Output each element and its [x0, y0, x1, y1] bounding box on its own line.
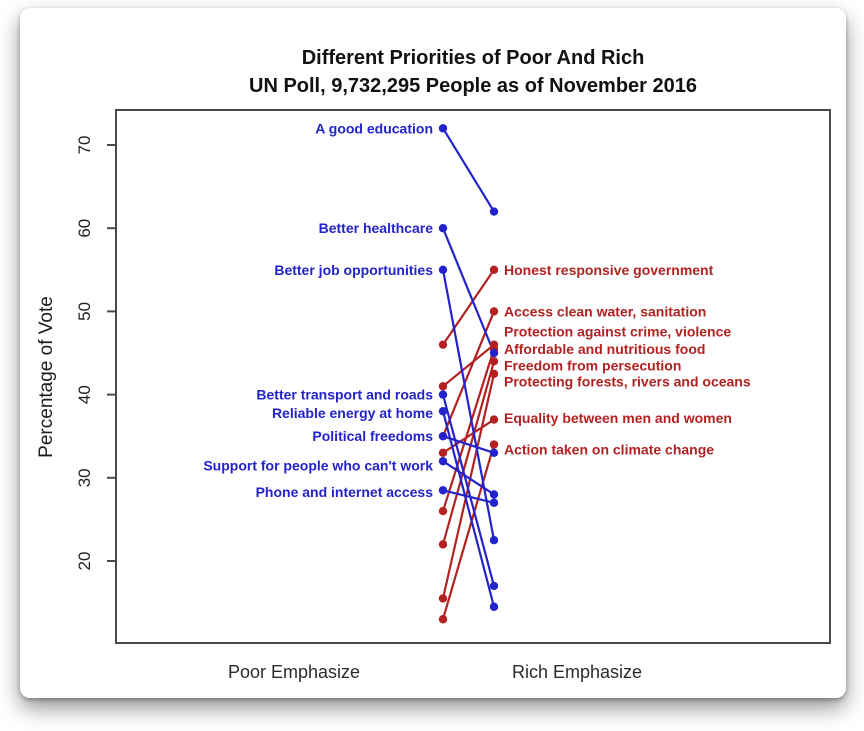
rich-dot — [489, 536, 499, 545]
poor-dot — [438, 432, 448, 441]
series-label: Action taken on climate change — [504, 442, 714, 458]
slope-line — [441, 444, 496, 620]
poor-dot — [438, 456, 448, 466]
series-label: Better transport and roads — [256, 387, 433, 403]
slope-line — [442, 127, 495, 213]
slope-line — [441, 269, 496, 541]
series-label: Better job opportunities — [274, 262, 433, 278]
poor-dot — [438, 124, 448, 133]
slope-line — [442, 460, 495, 496]
rich-dot — [489, 415, 499, 424]
poor-dot — [438, 594, 448, 603]
slope-line — [441, 410, 496, 608]
poor-dot — [438, 448, 448, 458]
y-tick-label: 60 — [75, 219, 94, 238]
poor-dot — [438, 407, 448, 416]
series-label: Protecting forests, rivers and oceans — [504, 373, 751, 389]
chart-title-line2: UN Poll, 9,732,295 People as of November… — [249, 75, 697, 97]
series-label: Honest responsive government — [504, 262, 714, 278]
slope-line — [442, 435, 495, 454]
rich-dot — [489, 581, 499, 591]
y-tick-label: 50 — [75, 302, 94, 321]
y-tick-label: 40 — [75, 385, 94, 404]
rich-dot — [489, 498, 499, 507]
slope-line — [441, 361, 496, 545]
y-tick-label: 30 — [75, 468, 94, 487]
x-label-rich: Rich Emphasize — [512, 662, 642, 682]
poor-dot — [438, 265, 448, 274]
slope-line — [441, 227, 496, 354]
rich-dot — [489, 602, 499, 611]
series-label: Political freedoms — [312, 428, 433, 444]
poor-dot — [438, 486, 448, 495]
poor-dot — [438, 224, 448, 233]
rich-dot — [489, 448, 499, 458]
series-label: Better healthcare — [319, 220, 434, 236]
series-label: Freedom from persecution — [504, 357, 681, 373]
poor-dot — [438, 390, 448, 399]
series-label: A good education — [315, 120, 433, 136]
slope-line — [441, 394, 496, 587]
slope-line — [442, 489, 495, 504]
poor-dot — [438, 540, 448, 549]
plot-marks: 20 30 40 50 60 70 Honest responsive government… — [75, 120, 751, 624]
plot-box — [115, 109, 831, 644]
chart-title-line1: Different Priorities of Poor And Rich — [302, 47, 645, 69]
rich-dot — [489, 490, 499, 499]
rich-dot — [489, 265, 499, 274]
rich-dot — [489, 357, 499, 366]
x-label-poor: Poor Emphasize — [228, 662, 360, 682]
poor-dot — [438, 615, 448, 624]
poor-dot — [438, 382, 448, 391]
series-label: Affordable and nutritious food — [504, 341, 705, 357]
series-label: Support for people who can't work — [203, 457, 433, 473]
rich-dot — [489, 307, 499, 316]
series-label: Reliable energy at home — [272, 405, 433, 421]
rich-dot — [489, 440, 499, 449]
slope-line — [442, 343, 495, 388]
rich-dot — [489, 348, 499, 358]
series-label: Access clean water, sanitation — [504, 303, 706, 319]
slope-line — [442, 269, 495, 346]
chart-card — [20, 8, 846, 698]
series-label: Equality between men and women — [504, 410, 732, 426]
y-tick-label: 20 — [75, 552, 94, 571]
series-label: Phone and internet access — [256, 484, 434, 500]
rich-dot — [489, 369, 499, 378]
poor-dot — [438, 506, 448, 516]
series-label: Protection against crime, violence — [504, 323, 731, 339]
rich-dot — [489, 207, 499, 216]
y-tick-label: 70 — [75, 136, 94, 155]
poor-dot — [438, 340, 448, 349]
y-axis-title: Percentage of Vote — [36, 296, 57, 458]
slope-line — [441, 348, 496, 512]
